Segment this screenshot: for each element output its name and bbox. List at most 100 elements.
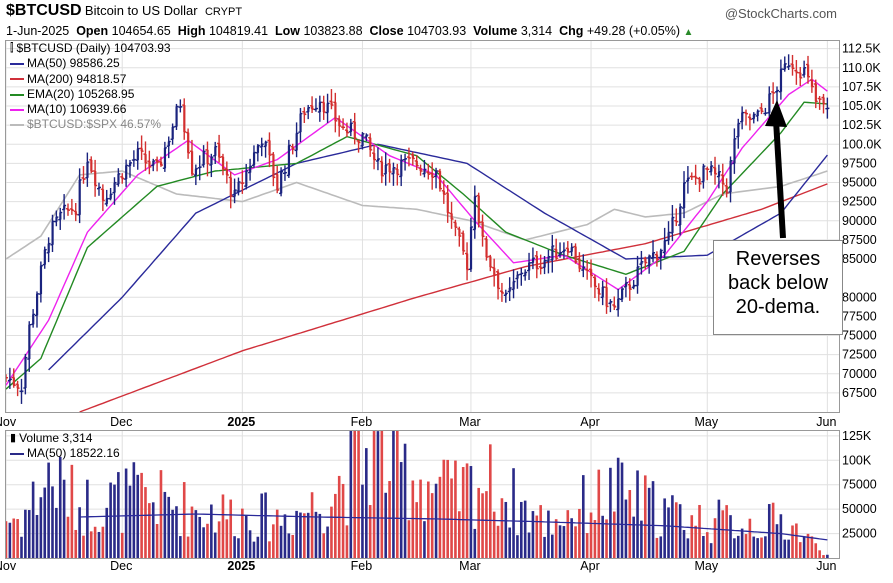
- volume-bar: [427, 481, 430, 558]
- candle-body: [799, 72, 802, 78]
- volume-bar: [802, 536, 806, 558]
- open-value: 104654.65: [111, 24, 171, 38]
- volume-bar: [97, 531, 101, 558]
- candle-body: [787, 65, 790, 67]
- volume-bar: [47, 462, 50, 558]
- volume-bar: [403, 443, 407, 558]
- candle-body: [156, 159, 159, 163]
- candle-body: [24, 357, 27, 389]
- candle-body: [159, 161, 163, 166]
- candle-body: [396, 169, 399, 175]
- price-tick-label: 112.5K: [842, 42, 881, 56]
- volume-x-axis: Nov Dec 2025 Feb Mar Apr May Jun: [0, 559, 837, 573]
- volume-bar: [473, 528, 477, 558]
- candle-body: [555, 249, 558, 259]
- volume-bar: [159, 470, 163, 558]
- candle-body: [318, 102, 322, 112]
- candle-body: [311, 105, 314, 110]
- volume-bar: [368, 505, 372, 558]
- candle-body: [252, 152, 256, 166]
- candle-body: [39, 265, 43, 295]
- volume-ma50-line: [79, 513, 828, 541]
- volume-bar: [198, 516, 202, 558]
- price-tick-label: 70000: [842, 367, 877, 381]
- volume-bar: [314, 511, 318, 558]
- candle-body: [249, 166, 252, 173]
- volume-bar: [438, 476, 442, 558]
- candle-body: [171, 127, 174, 140]
- volume-bar: [35, 515, 39, 558]
- candle-body: [55, 217, 58, 222]
- x-tick-label: 2025: [227, 415, 255, 429]
- candle-body: [652, 252, 655, 259]
- candle-body: [516, 274, 519, 279]
- annotation-line1: Reverses: [735, 248, 821, 270]
- overlay-line-ema-20-: [6, 101, 828, 390]
- candle-body: [423, 169, 426, 174]
- price-tick-label: 92500: [842, 195, 877, 209]
- candle-body: [648, 256, 651, 266]
- candle-body: [190, 151, 194, 175]
- volume-tick-label: 100K: [842, 453, 872, 467]
- candle-body: [43, 249, 46, 265]
- volume-bar: [20, 536, 23, 558]
- volume-bar: [70, 464, 74, 558]
- volume-bar: [295, 510, 298, 558]
- volume-bar: [388, 481, 391, 558]
- volume-bar: [310, 492, 314, 558]
- volume-bar: [430, 493, 434, 558]
- chg-up-icon: ▲: [683, 27, 694, 38]
- candle-body: [20, 391, 23, 393]
- candle-body: [729, 160, 732, 192]
- price-tick-label: 95000: [842, 176, 877, 190]
- volume-bar: [477, 487, 480, 558]
- volume-bar: [86, 479, 89, 558]
- volume-bar: [539, 505, 542, 558]
- chg-value: +49.28 (+0.05%): [586, 24, 680, 38]
- volume-bar: [175, 506, 178, 558]
- candle-body: [597, 288, 600, 294]
- candle-body: [163, 147, 167, 169]
- volume-bar: [512, 468, 515, 558]
- candle-body: [508, 287, 511, 292]
- legend-ratio: $BTCUSD:$SPX 46.57%: [10, 117, 171, 132]
- volume-bar: [485, 491, 488, 558]
- volume-bar: [609, 467, 612, 558]
- volume-bar: [760, 537, 763, 558]
- volume-bar: [179, 536, 182, 558]
- candle-body: [283, 172, 287, 174]
- low-label: Low: [275, 24, 300, 38]
- volume-bar: [217, 521, 221, 558]
- price-chart: [6, 41, 839, 412]
- candle-body: [74, 211, 77, 215]
- candle-body: [369, 137, 372, 150]
- volume-tick-label: 125K: [842, 429, 872, 443]
- volume-bar: [62, 479, 66, 558]
- volume-bar: [655, 537, 659, 558]
- volume-bar: [206, 523, 209, 558]
- candle-body: [547, 256, 550, 262]
- candle-body: [357, 140, 360, 143]
- candle-body: [32, 314, 35, 325]
- price-axis: 112.5K 110.0K 107.5K 105.0K 102.5K 100.0K 9750…: [842, 42, 882, 400]
- candle-body: [578, 258, 581, 269]
- volume-bar: [791, 525, 794, 558]
- ohlc-line: 1-Jun-2025 Open 104654.65 High 104819.41…: [6, 24, 693, 38]
- volume-bar: [814, 543, 818, 558]
- price-legend: ⫿ $BTCUSD (Daily) 104703.93 MA(50) 98586.…: [10, 41, 171, 133]
- volume-bar: [713, 518, 717, 558]
- candle-body: [415, 160, 418, 166]
- x-tick-label: Nov: [0, 415, 17, 429]
- volume-bar: [709, 543, 713, 558]
- volume-bar: [574, 526, 577, 558]
- volume-chart: [6, 431, 839, 558]
- candle-body: [241, 182, 244, 184]
- candle-body: [745, 112, 748, 114]
- candle-body: [70, 208, 74, 211]
- volume-bar: [210, 504, 213, 558]
- volume-bar: [225, 519, 229, 558]
- volume-bar: [66, 516, 70, 558]
- volume-bar: [380, 431, 384, 558]
- candle-body: [628, 284, 631, 290]
- candle-body: [82, 177, 85, 180]
